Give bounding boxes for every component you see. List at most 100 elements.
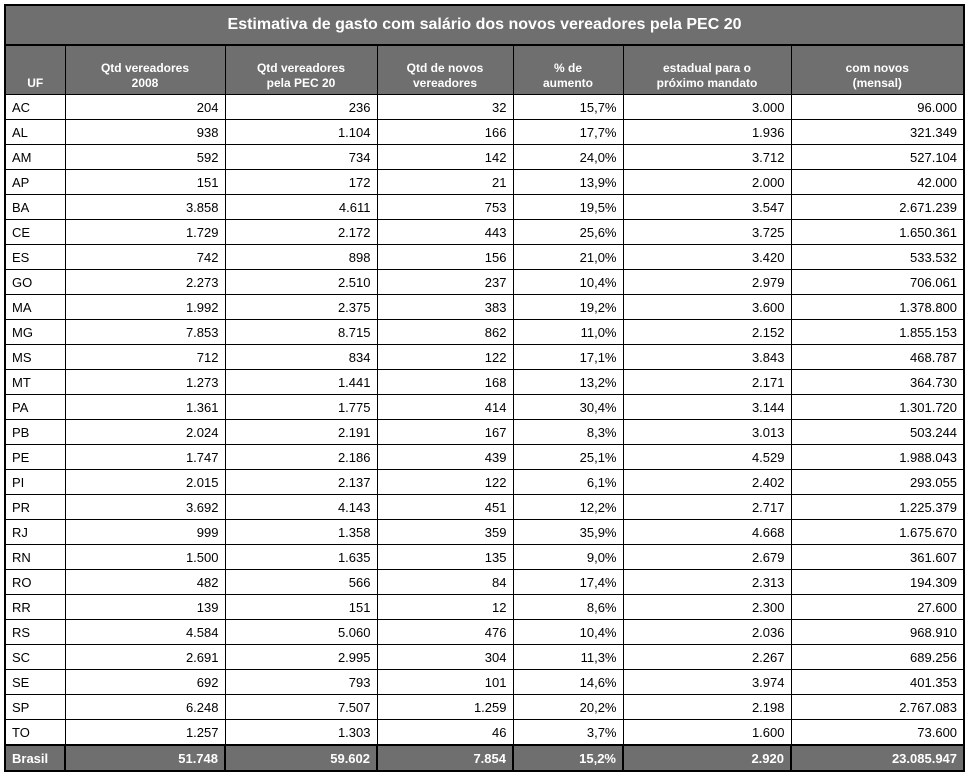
cell: 2.995: [225, 645, 377, 670]
cell: AC: [5, 95, 65, 120]
cell: 21: [377, 170, 513, 195]
table-row: SE69279310114,6%3.974401.353: [5, 670, 964, 695]
cell: 1.855.153: [791, 320, 964, 345]
cell: 1.747: [65, 445, 225, 470]
cell: 1.500: [65, 545, 225, 570]
cell: 96.000: [791, 95, 964, 120]
cell: 156: [377, 245, 513, 270]
cell: 11,3%: [513, 645, 623, 670]
cell: 1.988.043: [791, 445, 964, 470]
cell: 25,6%: [513, 220, 623, 245]
cell: 1.650.361: [791, 220, 964, 245]
table-row: AL9381.10416617,7%1.936321.349: [5, 120, 964, 145]
cell: 527.104: [791, 145, 964, 170]
column-headers: UF Qtd vereadores2008 Qtd vereadorespela…: [5, 45, 964, 95]
cell: 592: [65, 145, 225, 170]
table-row: TO1.2571.303463,7%1.60073.600: [5, 720, 964, 746]
cell: 706.061: [791, 270, 964, 295]
cell: 101: [377, 670, 513, 695]
cell: 8,6%: [513, 595, 623, 620]
cell: 2.267: [623, 645, 791, 670]
cell: 3.974: [623, 670, 791, 695]
cell: 4.143: [225, 495, 377, 520]
cell: 692: [65, 670, 225, 695]
cell: 168: [377, 370, 513, 395]
cell: 3.692: [65, 495, 225, 520]
table-row: BA3.8584.61175319,5%3.5472.671.239: [5, 195, 964, 220]
cell: 17,1%: [513, 345, 623, 370]
cell: 1.303: [225, 720, 377, 746]
cell: 9,0%: [513, 545, 623, 570]
cell: RN: [5, 545, 65, 570]
cell: 2.152: [623, 320, 791, 345]
cell: 1.936: [623, 120, 791, 145]
cell: 2.172: [225, 220, 377, 245]
cell: 13,2%: [513, 370, 623, 395]
table-row: AM59273414224,0%3.712527.104: [5, 145, 964, 170]
cell: 42.000: [791, 170, 964, 195]
cell: 12,2%: [513, 495, 623, 520]
cell: 3.144: [623, 395, 791, 420]
cell: 2.679: [623, 545, 791, 570]
cell: 401.353: [791, 670, 964, 695]
table-row: MT1.2731.44116813,2%2.171364.730: [5, 370, 964, 395]
cell: 3.420: [623, 245, 791, 270]
cell: 689.256: [791, 645, 964, 670]
cell: GO: [5, 270, 65, 295]
cell: 4.611: [225, 195, 377, 220]
total-cell: 7.854: [377, 745, 513, 771]
cell: 24,0%: [513, 145, 623, 170]
table-row: PA1.3611.77541430,4%3.1441.301.720: [5, 395, 964, 420]
cell: 533.532: [791, 245, 964, 270]
cell: 4.668: [623, 520, 791, 545]
cell: 3.858: [65, 195, 225, 220]
cell: 19,2%: [513, 295, 623, 320]
cell: 293.055: [791, 470, 964, 495]
table-row: MS71283412217,1%3.843468.787: [5, 345, 964, 370]
cell: 8,3%: [513, 420, 623, 445]
cell: 2.024: [65, 420, 225, 445]
cell: 1.301.720: [791, 395, 964, 420]
cell: 135: [377, 545, 513, 570]
cell: MG: [5, 320, 65, 345]
cell: 414: [377, 395, 513, 420]
cell: RS: [5, 620, 65, 645]
cell: 2.137: [225, 470, 377, 495]
cell: 46: [377, 720, 513, 746]
cell: 3.013: [623, 420, 791, 445]
cell: 122: [377, 470, 513, 495]
cell: 3.547: [623, 195, 791, 220]
cell: RO: [5, 570, 65, 595]
cell: AL: [5, 120, 65, 145]
cell: 15,7%: [513, 95, 623, 120]
table-row: MA1.9922.37538319,2%3.6001.378.800: [5, 295, 964, 320]
cell: 1.273: [65, 370, 225, 395]
cell: 7.507: [225, 695, 377, 720]
cell: 712: [65, 345, 225, 370]
total-cell: 23.085.947: [791, 745, 964, 771]
cell: 482: [65, 570, 225, 595]
cell: 237: [377, 270, 513, 295]
cell: 6,1%: [513, 470, 623, 495]
cell: 167: [377, 420, 513, 445]
cell: 35,9%: [513, 520, 623, 545]
cell: SP: [5, 695, 65, 720]
cell: 468.787: [791, 345, 964, 370]
cell: 1.358: [225, 520, 377, 545]
cell: 11,0%: [513, 320, 623, 345]
col-qtdpec: Qtd vereadorespela PEC 20: [225, 45, 377, 95]
cell: 2.510: [225, 270, 377, 295]
cell: 968.910: [791, 620, 964, 645]
cell: 383: [377, 295, 513, 320]
total-cell: 2.920: [623, 745, 791, 771]
salary-estimate-table: Estimativa de gasto com salário dos novo…: [4, 4, 965, 772]
cell: 12: [377, 595, 513, 620]
cell: 1.225.379: [791, 495, 964, 520]
cell: PI: [5, 470, 65, 495]
cell: 172: [225, 170, 377, 195]
table-row: SP6.2487.5071.25920,2%2.1982.767.083: [5, 695, 964, 720]
cell: 25,1%: [513, 445, 623, 470]
table-row: SC2.6912.99530411,3%2.267689.256: [5, 645, 964, 670]
table-row: RJ9991.35835935,9%4.6681.675.670: [5, 520, 964, 545]
cell: 14,6%: [513, 670, 623, 695]
